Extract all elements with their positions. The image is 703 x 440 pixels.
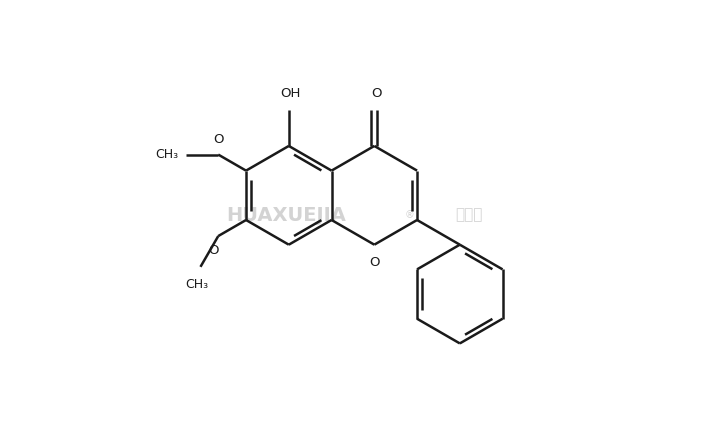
Text: O: O — [371, 87, 382, 100]
Text: HUAXUEJIA: HUAXUEJIA — [226, 205, 346, 224]
Text: CH₃: CH₃ — [155, 148, 179, 161]
Text: O: O — [369, 256, 380, 269]
Text: CH₃: CH₃ — [185, 278, 208, 291]
Text: 化学加: 化学加 — [455, 208, 482, 223]
Text: ®: ® — [404, 210, 414, 220]
Text: O: O — [213, 133, 224, 146]
Text: OH: OH — [280, 87, 301, 100]
Text: O: O — [208, 244, 219, 257]
